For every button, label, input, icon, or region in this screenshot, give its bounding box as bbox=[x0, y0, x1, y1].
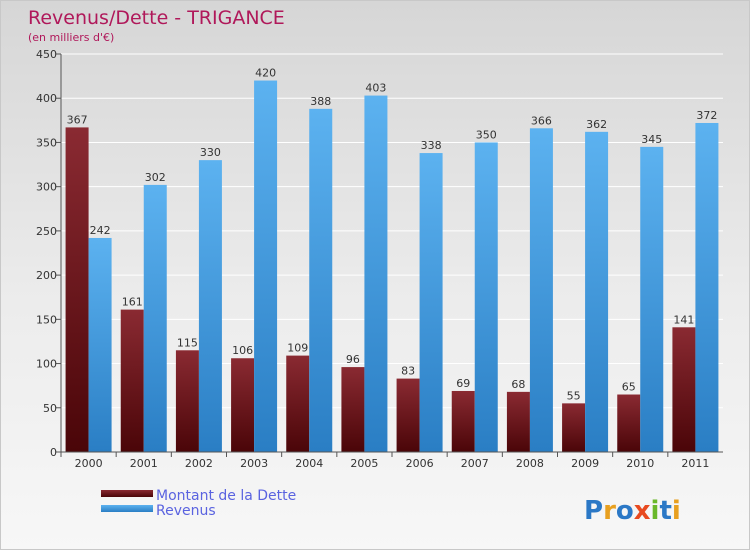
y-tick-label: 300 bbox=[36, 181, 57, 194]
value-label: 141 bbox=[673, 313, 694, 326]
y-tick-label: 250 bbox=[36, 225, 57, 238]
y-axis-ticks: 0 50 100 150 200 250 300 350 400 450 bbox=[36, 48, 61, 459]
bar-revenus bbox=[419, 153, 443, 452]
bar-debt bbox=[562, 403, 586, 452]
y-tick-label: 0 bbox=[50, 446, 57, 459]
bar-revenus bbox=[309, 108, 333, 452]
x-tick-label: 2008 bbox=[516, 457, 544, 470]
legend-swatch-debt bbox=[101, 490, 153, 497]
bar-revenus bbox=[474, 142, 498, 452]
value-label: 96 bbox=[346, 353, 360, 366]
y-tick-label: 350 bbox=[36, 136, 57, 149]
x-tick-label: 2000 bbox=[75, 457, 103, 470]
value-label: 345 bbox=[641, 133, 662, 146]
value-label: 366 bbox=[531, 114, 552, 127]
y-tick-label: 450 bbox=[36, 48, 57, 61]
value-label: 403 bbox=[365, 82, 386, 95]
value-label: 350 bbox=[476, 128, 497, 141]
value-label: 242 bbox=[90, 224, 111, 237]
bar-revenus bbox=[364, 95, 388, 453]
value-label: 115 bbox=[177, 336, 198, 349]
bar-revenus bbox=[88, 237, 112, 452]
bar-revenus bbox=[529, 128, 553, 452]
value-labels: 367 242 161 302 115 330 106 420 109 388 96 403 83 338… bbox=[67, 67, 718, 403]
bars bbox=[65, 80, 719, 453]
value-label: 420 bbox=[255, 67, 276, 80]
legend-label-revenus: Revenus bbox=[156, 503, 216, 519]
bar-revenus bbox=[640, 146, 664, 452]
x-tick-label: 2011 bbox=[681, 457, 709, 470]
bar-debt bbox=[120, 309, 144, 452]
bar-debt bbox=[672, 327, 696, 452]
y-tick-label: 100 bbox=[36, 358, 57, 371]
bar-revenus bbox=[695, 122, 719, 452]
x-tick-label: 2007 bbox=[461, 457, 489, 470]
bar-revenus bbox=[585, 131, 609, 452]
bar-debt bbox=[396, 378, 420, 452]
value-label: 69 bbox=[456, 377, 470, 390]
value-label: 367 bbox=[67, 113, 88, 126]
y-tick-label: 200 bbox=[36, 269, 57, 282]
value-label: 338 bbox=[421, 139, 442, 152]
bar-debt bbox=[451, 390, 475, 452]
value-label: 65 bbox=[622, 381, 636, 394]
value-label: 388 bbox=[310, 95, 331, 108]
x-tick-label: 2010 bbox=[626, 457, 654, 470]
value-label: 302 bbox=[145, 171, 166, 184]
value-label: 362 bbox=[586, 118, 607, 131]
bar-debt bbox=[286, 355, 310, 452]
x-tick-label: 2002 bbox=[185, 457, 213, 470]
value-label: 106 bbox=[232, 344, 253, 357]
legend: Montant de la Dette Revenus bbox=[101, 488, 296, 519]
bar-debt bbox=[65, 127, 89, 453]
bar-revenus bbox=[198, 160, 222, 452]
bar-debt bbox=[506, 391, 530, 452]
x-axis-ticks: 2000 2001 2002 2003 2004 2005 2006 2007 2008 2009… bbox=[60, 452, 709, 470]
bar-debt bbox=[175, 350, 199, 452]
value-label: 161 bbox=[122, 296, 143, 309]
legend-label-debt: Montant de la Dette bbox=[156, 488, 296, 504]
value-label: 330 bbox=[200, 146, 221, 159]
bar-revenus bbox=[143, 184, 167, 453]
value-label: 83 bbox=[401, 365, 415, 378]
grid bbox=[61, 53, 723, 409]
x-tick-label: 2006 bbox=[406, 457, 434, 470]
value-label: 55 bbox=[567, 389, 581, 402]
value-label: 109 bbox=[287, 342, 308, 355]
bar-debt bbox=[341, 367, 365, 452]
bar-debt bbox=[231, 358, 255, 452]
y-tick-label: 400 bbox=[36, 92, 57, 105]
chart-subtitle: (en milliers d'€) bbox=[28, 31, 114, 44]
x-tick-label: 2004 bbox=[295, 457, 323, 470]
chart-title: Revenus/Dette - TRIGANCE bbox=[28, 7, 285, 29]
x-tick-label: 2001 bbox=[130, 457, 158, 470]
x-tick-label: 2003 bbox=[240, 457, 268, 470]
x-tick-label: 2005 bbox=[350, 457, 378, 470]
value-label: 372 bbox=[696, 109, 717, 122]
value-label: 68 bbox=[511, 378, 525, 391]
proxiti-logo: Proxiti bbox=[584, 496, 681, 526]
legend-swatch-revenus bbox=[101, 505, 153, 512]
bar-revenus bbox=[254, 80, 278, 453]
y-tick-label: 50 bbox=[43, 402, 57, 415]
bar-debt bbox=[617, 394, 641, 452]
x-tick-label: 2009 bbox=[571, 457, 599, 470]
y-tick-label: 150 bbox=[36, 313, 57, 326]
